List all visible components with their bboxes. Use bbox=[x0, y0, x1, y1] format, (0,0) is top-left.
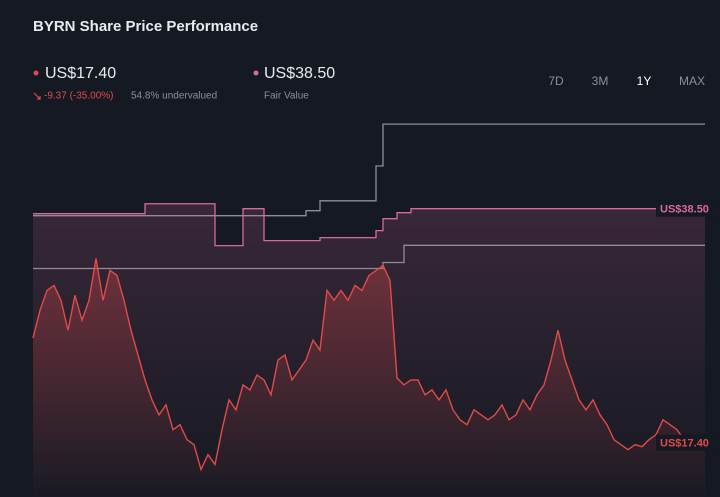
fair-value-dot bbox=[253, 70, 259, 76]
down-arrow bbox=[33, 92, 41, 100]
price-change: -9.37 (-35.00%) bbox=[44, 91, 113, 102]
fair-value-label: Fair Value bbox=[264, 91, 309, 102]
plot-area: US$38.50 US$17.40 bbox=[32, 123, 720, 497]
price-area bbox=[33, 258, 705, 497]
chart-title: BYRN Share Price Performance bbox=[33, 18, 258, 35]
range-button[interactable]: 3M bbox=[592, 74, 609, 88]
price: US$17.40 bbox=[45, 65, 116, 82]
range-button[interactable]: 1Y bbox=[637, 74, 652, 88]
end-label-bg bbox=[656, 200, 720, 217]
end-label: US$38.50 bbox=[660, 204, 709, 216]
valuation: 54.8% undervalued bbox=[131, 91, 217, 102]
range-button[interactable]: 7D bbox=[548, 74, 564, 88]
fair-value: US$38.50 bbox=[264, 65, 335, 82]
end-label-bg bbox=[656, 434, 720, 451]
step-line bbox=[33, 203, 705, 247]
step-line bbox=[33, 123, 705, 217]
price-dot bbox=[33, 70, 39, 76]
end-label: US$17.40 bbox=[660, 438, 709, 450]
range-buttons: 7D 3M 1Y MAX bbox=[548, 74, 705, 88]
range-button[interactable]: MAX bbox=[679, 74, 705, 88]
price-line bbox=[32, 258, 706, 472]
